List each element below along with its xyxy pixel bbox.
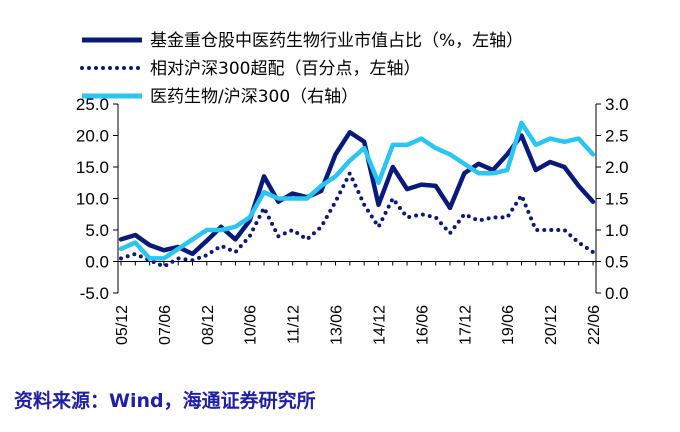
source-note: 资料来源：Wind，海通证券研究所 [14,390,316,412]
x-axis-tick-label: 16/06 [414,305,431,345]
left-axis-tick-label: 5.0 [85,221,109,240]
series-line-3 [118,120,596,261]
x-axis-tick-label: 05/12 [114,305,131,345]
right-axis-tick-label: 2.5 [605,127,629,146]
legend-label-2: 相对沪深300超配（百分点，左轴） [150,59,420,79]
left-axis-tick-label: 15.0 [76,158,109,177]
left-axis-tick-label: -5.0 [80,284,109,303]
x-axis-tick-label: 10/06 [243,305,260,345]
right-axis-tick-label: 0.0 [605,284,629,303]
x-axis-tick-label: 08/12 [200,305,217,345]
x-axis-tick-label: 14/12 [371,305,388,345]
left-axis-tick-label: 20.0 [76,127,109,146]
legend-label-3: 医药生物/沪深300（右轴） [150,87,358,107]
x-axis-tick-label: 20/12 [543,305,560,345]
x-axis-tick-label: 13/06 [329,305,346,345]
x-axis-tick-label: 07/06 [157,305,174,345]
legend: 基金重仓股中医药生物行业市值占比（%，左轴） 相对沪深300超配（百分点，左轴） 医… [80,31,523,107]
left-axis-tick-label: 25.0 [76,95,109,114]
x-axis-tick-label: 11/12 [286,305,303,344]
right-axis-tick-label: 1.5 [605,190,629,209]
x-axis-tick-label: 19/06 [500,305,517,345]
right-axis-tick-label: 0.5 [605,253,629,272]
right-axis-tick-label: 1.0 [605,221,629,240]
series-layer [118,120,596,269]
left-axis-tick-label: 10.0 [76,190,109,209]
right-axis-tick-label: 2.0 [605,158,629,177]
right-axis-tick-label: 3.0 [605,95,629,114]
legend-label-1: 基金重仓股中医药生物行业市值占比（%，左轴） [150,31,523,51]
left-axis-tick-label: 0.0 [85,253,109,272]
axes: -5.0 0.0 5.0 10.0 15.0 20.0 25.0 0.0 0.5 1.0 1.5 2.… [76,95,629,345]
x-axis-tick-label: 22/06 [586,305,603,345]
x-axis-tick-label: 17/12 [457,305,474,345]
series-line-2 [119,171,595,269]
